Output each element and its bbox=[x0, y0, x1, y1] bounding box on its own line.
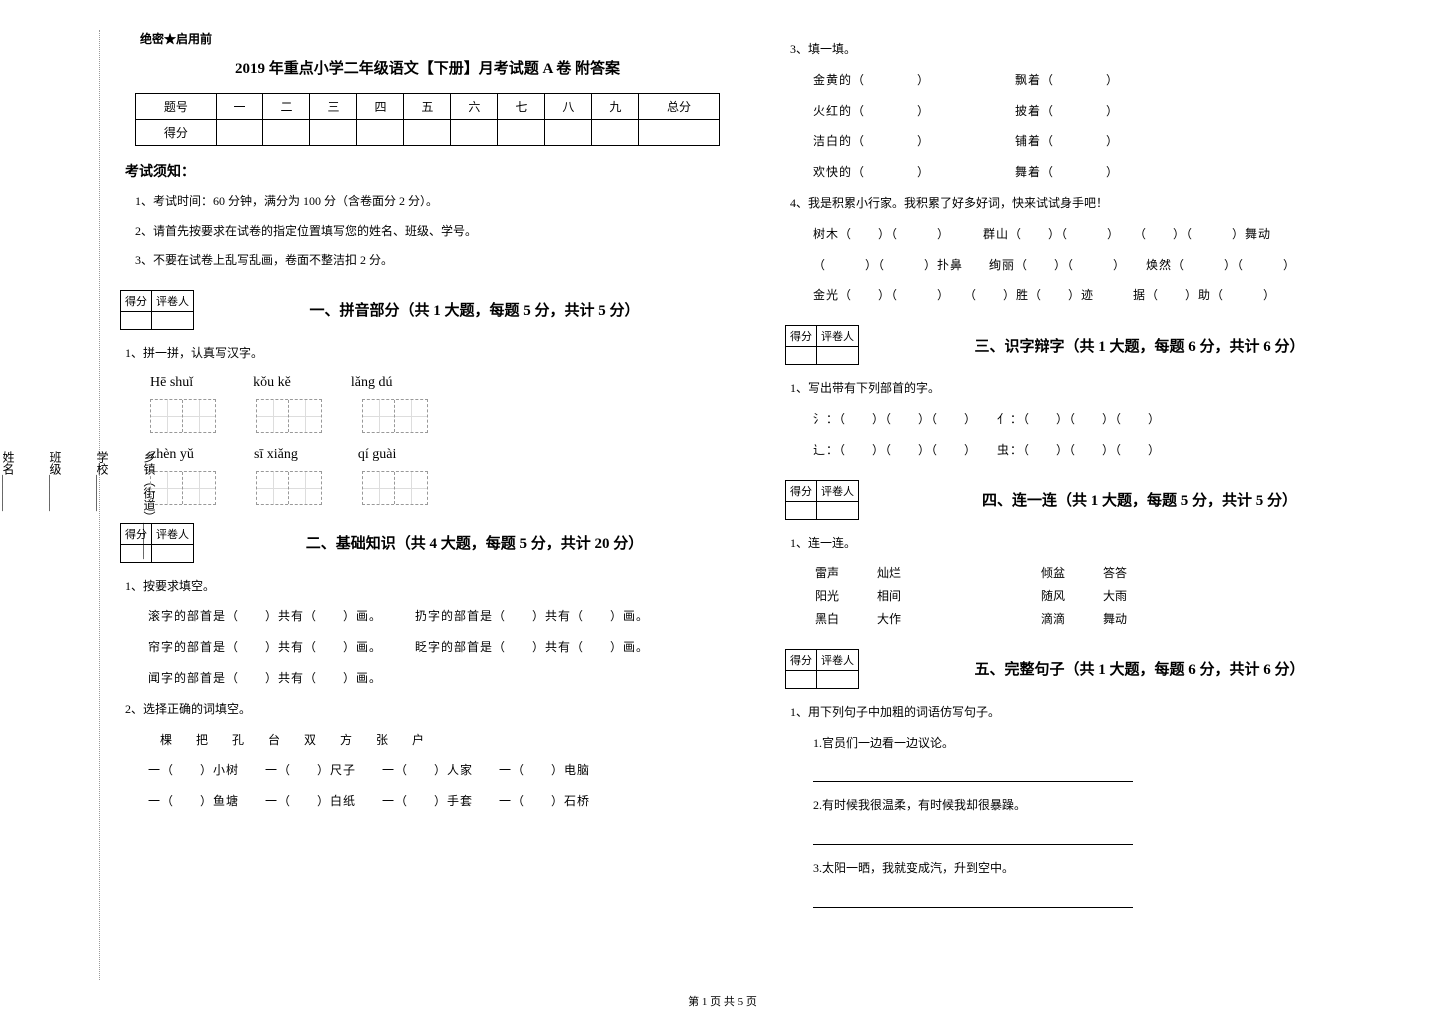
th-8: 八 bbox=[545, 94, 592, 120]
char-grid bbox=[256, 471, 322, 505]
match-col: 答答 大雨 舞动 bbox=[1103, 562, 1143, 630]
left-column: 绝密★启用前 2019 年重点小学二年级语文【下册】月考试题 A 卷 附答案 题… bbox=[120, 30, 735, 912]
field-school: 学校______ bbox=[94, 451, 111, 559]
score-box: 得分评卷人 bbox=[785, 649, 859, 689]
q5-1-item: 3.太阳一晒，我就变成汽，升到空中。 bbox=[813, 857, 1400, 880]
q2-3-line: 洁白的（ ） 铺着（ ） bbox=[813, 130, 1400, 153]
char-grid-row-1 bbox=[150, 399, 735, 433]
q2-1-line: 帘字的部首是（ ）共有（ ）画。 眨字的部首是（ ）共有（ ）画。 bbox=[148, 636, 735, 659]
pinyin: sī xiǎng bbox=[254, 447, 298, 463]
char-grid bbox=[150, 471, 216, 505]
match-col: 雷声 阳光 黑白 bbox=[815, 562, 855, 630]
q3-1-line: 氵：（ ）（ ）（ ） 亻：（ ）（ ）（ ） bbox=[813, 408, 1400, 431]
section-2-header: 得分评卷人 二、基础知识（共 4 大题，每题 5 分，共计 20 分） bbox=[120, 523, 735, 563]
match-col: 倾盆 随风 滴滴 bbox=[1041, 562, 1081, 630]
field-name: 姓名______ bbox=[0, 451, 17, 559]
q2-4-stem: 4、我是积累小行家。我积累了好多好词，快来试试身手吧！ bbox=[790, 192, 1400, 215]
char-grid-row-2 bbox=[150, 471, 735, 505]
q2-2-bank: 棵 把 孔 台 双 方 张 户 bbox=[160, 729, 735, 752]
pinyin: qí guài bbox=[358, 447, 397, 463]
score-box: 得分评卷人 bbox=[120, 523, 194, 563]
char-grid bbox=[256, 399, 322, 433]
answer-line bbox=[813, 894, 1133, 908]
q2-3-stem: 3、填一填。 bbox=[790, 38, 1400, 61]
pinyin: Hē shuǐ bbox=[150, 375, 193, 391]
th-7: 七 bbox=[498, 94, 545, 120]
section-5-title: 五、完整句子（共 1 大题，每题 6 分，共计 6 分） bbox=[879, 658, 1400, 679]
secrecy-label: 绝密★启用前 bbox=[140, 30, 735, 47]
section-4-title: 四、连一连（共 1 大题，每题 5 分，共计 5 分） bbox=[879, 489, 1400, 510]
th-4: 四 bbox=[357, 94, 404, 120]
field-class: 班级______ bbox=[47, 451, 64, 559]
table-header-row: 题号 一 二 三 四 五 六 七 八 九 总分 bbox=[136, 94, 719, 120]
q5-1-item: 2.有时候我很温柔，有时候我却很暴躁。 bbox=[813, 794, 1400, 817]
q1-1-stem: 1、拼一拼，认真写汉字。 bbox=[125, 342, 735, 365]
q2-4-line: 树木（ ）（ ） 群山（ ）（ ） （ ）（ ）舞动 bbox=[813, 223, 1400, 246]
match-col: 灿烂 相间 大作 bbox=[877, 562, 917, 630]
score-box: 得分评卷人 bbox=[785, 325, 859, 365]
char-grid bbox=[362, 399, 428, 433]
row-label: 得分 bbox=[136, 120, 216, 146]
q3-1-stem: 1、写出带有下列部首的字。 bbox=[790, 377, 1400, 400]
q2-3-line: 火红的（ ） 披着（ ） bbox=[813, 100, 1400, 123]
section-1-header: 得分评卷人 一、拼音部分（共 1 大题，每题 5 分，共计 5 分） bbox=[120, 290, 735, 330]
char-grid bbox=[362, 471, 428, 505]
answer-line bbox=[813, 831, 1133, 845]
pinyin-row-2: zhèn yǔ sī xiǎng qí guài bbox=[150, 447, 735, 463]
match-row: 雷声 阳光 黑白 灿烂 相间 大作 倾盆 随风 滴滴 答答 大雨 舞动 bbox=[815, 562, 1400, 630]
char-grid bbox=[150, 399, 216, 433]
th-10: 总分 bbox=[639, 94, 719, 120]
right-column: 3、填一填。 金黄的（ ） 飘着（ ） 火红的（ ） 披着（ ） 洁白的（ ） … bbox=[785, 30, 1400, 912]
th-3: 三 bbox=[310, 94, 357, 120]
page-footer: 第 1 页 共 5 页 bbox=[0, 993, 1445, 1009]
q2-3-line: 欢快的（ ） 舞着（ ） bbox=[813, 161, 1400, 184]
exam-title: 2019 年重点小学二年级语文【下册】月考试题 A 卷 附答案 bbox=[120, 57, 735, 78]
q3-1-line: 辶：（ ）（ ）（ ） 虫：（ ）（ ）（ ） bbox=[813, 439, 1400, 462]
notice-1: 1、考试时间：60 分钟，满分为 100 分（含卷面分 2 分）。 bbox=[135, 191, 735, 213]
th-1: 一 bbox=[216, 94, 263, 120]
q2-4-line: （ ）（ ）扑鼻 绚丽（ ）（ ） 焕然（ ）（ ） bbox=[813, 254, 1400, 277]
q2-2-line: 一（ ）小树 一（ ）尺子 一（ ）人家 一（ ）电脑 bbox=[148, 759, 735, 782]
exam-page: 绝密★启用前 2019 年重点小学二年级语文【下册】月考试题 A 卷 附答案 题… bbox=[120, 30, 1400, 912]
section-5-header: 得分评卷人 五、完整句子（共 1 大题，每题 6 分，共计 6 分） bbox=[785, 649, 1400, 689]
th-2: 二 bbox=[263, 94, 310, 120]
pinyin: lǎng dú bbox=[351, 375, 393, 391]
table-score-row: 得分 bbox=[136, 120, 719, 146]
th-0: 题号 bbox=[136, 94, 216, 120]
score-box: 得分评卷人 bbox=[120, 290, 194, 330]
notice-heading: 考试须知： bbox=[125, 161, 735, 181]
notice-3: 3、不要在试卷上乱写乱画，卷面不整洁扣 2 分。 bbox=[135, 250, 735, 272]
pinyin: kǒu kě bbox=[253, 375, 291, 391]
notice-2: 2、请首先按要求在试卷的指定位置填写您的姓名、班级、学号。 bbox=[135, 221, 735, 243]
section-4-header: 得分评卷人 四、连一连（共 1 大题，每题 5 分，共计 5 分） bbox=[785, 480, 1400, 520]
q2-1-line: 闻字的部首是（ ）共有（ ）画。 bbox=[148, 667, 735, 690]
binding-margin: 乡镇（街道）______ 学校______ 班级______ 姓名______ … bbox=[20, 30, 100, 980]
q2-1-line: 滚字的部首是（ ）共有（ ）画。 扔字的部首是（ ）共有（ ）画。 bbox=[148, 605, 735, 628]
section-3-header: 得分评卷人 三、识字辩字（共 1 大题，每题 6 分，共计 6 分） bbox=[785, 325, 1400, 365]
th-9: 九 bbox=[592, 94, 639, 120]
q2-2-stem: 2、选择正确的词填空。 bbox=[125, 698, 735, 721]
q2-3-line: 金黄的（ ） 飘着（ ） bbox=[813, 69, 1400, 92]
score-box: 得分评卷人 bbox=[785, 480, 859, 520]
q2-1-stem: 1、按要求填空。 bbox=[125, 575, 735, 598]
section-2-title: 二、基础知识（共 4 大题，每题 5 分，共计 20 分） bbox=[214, 532, 735, 553]
answer-line bbox=[813, 768, 1133, 782]
q5-1-stem: 1、用下列句子中加粗的词语仿写句子。 bbox=[790, 701, 1400, 724]
pinyin-row-1: Hē shuǐ kǒu kě lǎng dú bbox=[150, 375, 735, 391]
section-1-title: 一、拼音部分（共 1 大题，每题 5 分，共计 5 分） bbox=[214, 299, 735, 320]
q2-4-line: 金光（ ）（ ） （ ）胜（ ）迹 据（ ）助（ ） bbox=[813, 284, 1400, 307]
th-6: 六 bbox=[451, 94, 498, 120]
th-5: 五 bbox=[404, 94, 451, 120]
q5-1-item: 1.官员们一边看一边议论。 bbox=[813, 732, 1400, 755]
section-3-title: 三、识字辩字（共 1 大题，每题 6 分，共计 6 分） bbox=[879, 335, 1400, 356]
q4-1-stem: 1、连一连。 bbox=[790, 532, 1400, 555]
q2-2-line: 一（ ）鱼塘 一（ ）白纸 一（ ）手套 一（ ）石桥 bbox=[148, 790, 735, 813]
pinyin: zhèn yǔ bbox=[150, 447, 194, 463]
score-summary-table: 题号 一 二 三 四 五 六 七 八 九 总分 得分 bbox=[135, 93, 719, 146]
